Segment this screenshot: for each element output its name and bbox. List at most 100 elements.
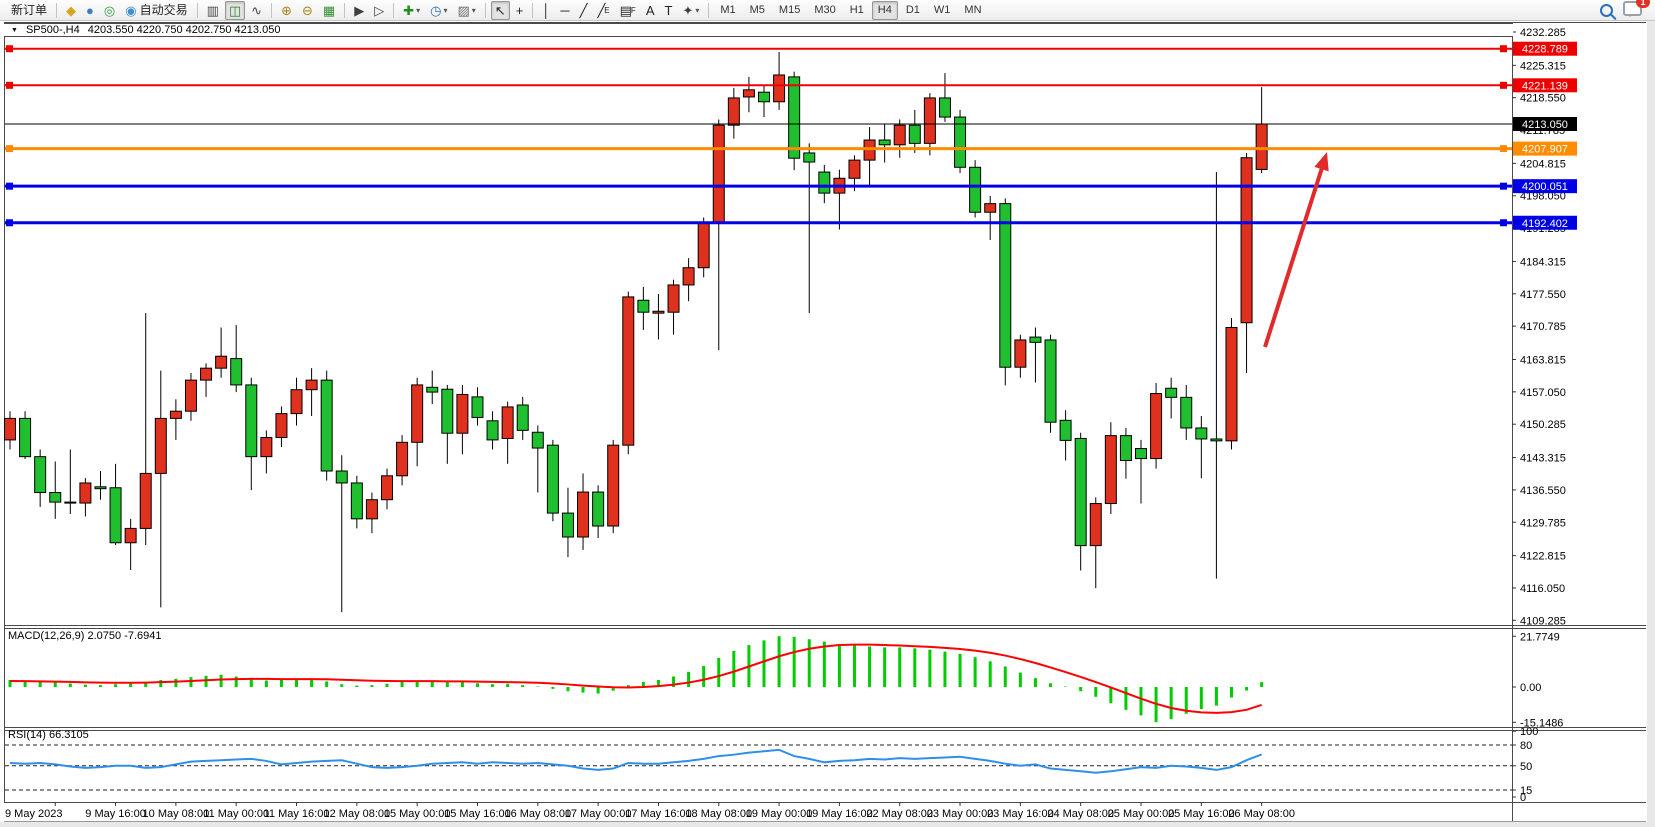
candle-body bbox=[1029, 336, 1042, 343]
auto-scroll-icon[interactable]: ▶ bbox=[350, 1, 368, 20]
horizontal-line-icon[interactable]: ─ bbox=[556, 1, 573, 20]
window-bottom-edge bbox=[0, 822, 1655, 827]
candlestick-icon: ◫ bbox=[228, 2, 242, 18]
history-center-icon[interactable]: ◆ bbox=[62, 1, 80, 20]
toolbar-separator bbox=[484, 2, 486, 18]
candle-body bbox=[637, 299, 650, 313]
period-button[interactable]: ◷ ▾ bbox=[426, 1, 451, 20]
signals-icon[interactable]: ◎ bbox=[100, 1, 119, 20]
new-order-button[interactable]: 新订单 bbox=[4, 1, 51, 20]
chart-symbol-period: SP500-,H4 bbox=[25, 24, 80, 36]
timeframe-m1-button[interactable]: M1 bbox=[720, 3, 736, 16]
timeframe-h1-button[interactable]: H1 bbox=[849, 3, 864, 16]
hline-right-handle[interactable] bbox=[1500, 219, 1507, 227]
vertical-line-icon[interactable]: │ bbox=[538, 1, 554, 20]
candle-body bbox=[245, 384, 258, 458]
rsi-panel: 100 80 50 150 bbox=[5, 726, 1538, 804]
shapes-button[interactable]: ✦ ▾ bbox=[678, 1, 703, 20]
candle-body bbox=[954, 116, 967, 168]
add-indicator-button[interactable]: ✚ ▾ bbox=[399, 1, 424, 20]
macd-axis-label: 21.7749 bbox=[1520, 631, 1560, 643]
candle-body bbox=[682, 267, 695, 286]
bar-chart-icon[interactable]: ▥ bbox=[203, 1, 223, 20]
bar-chart-icon: ▥ bbox=[206, 2, 219, 18]
candle-body bbox=[169, 410, 182, 419]
time-tick-label: 11 May 16:00 bbox=[264, 808, 330, 820]
hline-left-handle[interactable] bbox=[6, 81, 13, 89]
label-icon[interactable]: T bbox=[660, 1, 676, 20]
chart-shift-icon[interactable]: ▷ bbox=[370, 1, 388, 20]
candle-body bbox=[350, 482, 363, 520]
channel-icon[interactable]: ╱ E bbox=[597, 2, 610, 18]
timeframe-m5-button[interactable]: M5 bbox=[749, 3, 765, 16]
hline-right-handle[interactable] bbox=[1500, 182, 1507, 190]
price-badge-label: 4213.050 bbox=[1522, 119, 1568, 131]
template-button[interactable]: ▨ ▾ bbox=[453, 1, 479, 20]
macd-axis-label: -15.1486 bbox=[1520, 717, 1563, 729]
price-badge-label: 4228.789 bbox=[1522, 44, 1568, 56]
timeframe-d1-button[interactable]: D1 bbox=[905, 3, 920, 16]
candle-body bbox=[788, 76, 801, 159]
candle-body bbox=[441, 388, 454, 434]
price-tick-label: 4198.050 bbox=[1520, 191, 1566, 203]
timeframe-m15-button[interactable]: M15 bbox=[778, 3, 801, 16]
hline-left-handle[interactable] bbox=[6, 219, 13, 227]
rsi-axis-label: 50 bbox=[1520, 761, 1532, 773]
candle-body bbox=[1044, 339, 1057, 423]
hline-right-handle[interactable] bbox=[1500, 81, 1507, 89]
hline-left-handle[interactable] bbox=[6, 45, 13, 53]
time-tick-label: 18 May 08:00 bbox=[685, 808, 752, 820]
candle-body bbox=[969, 166, 982, 213]
price-badge bbox=[1513, 179, 1577, 194]
autotrading-button[interactable]: ◉ 自动交易 bbox=[121, 1, 191, 20]
price-tick-label: 4232.285 bbox=[1520, 27, 1566, 39]
text-icon[interactable]: A bbox=[642, 1, 659, 20]
candle-body bbox=[923, 97, 936, 144]
toolbar-right-group: 1 bbox=[1600, 0, 1650, 19]
hline-right-handle[interactable] bbox=[1500, 145, 1507, 153]
zoom-in-icon: ⊕ bbox=[281, 2, 292, 18]
community-icon[interactable]: ● bbox=[82, 1, 98, 20]
candle-body bbox=[938, 97, 951, 118]
dropdown-caret-icon: ▾ bbox=[443, 5, 448, 15]
candle-body bbox=[94, 486, 107, 490]
timeframe-m30-button[interactable]: M30 bbox=[814, 3, 836, 16]
search-icon[interactable] bbox=[1600, 3, 1613, 17]
price-tick-label: 4177.550 bbox=[1520, 289, 1566, 301]
timeframe-mn-button[interactable]: MN bbox=[964, 3, 982, 16]
price-tick-label: 4150.285 bbox=[1520, 419, 1566, 431]
candle-body bbox=[109, 487, 122, 544]
candle-body bbox=[79, 482, 92, 504]
tile-windows-icon[interactable]: ▦ bbox=[319, 1, 339, 20]
candlestick-icon[interactable]: ◫ bbox=[224, 0, 246, 20]
time-tick-label: 9 May 2023 bbox=[5, 808, 62, 820]
price-tick-label: 4129.785 bbox=[1520, 517, 1566, 529]
rsi-axis-label: 0 bbox=[1520, 792, 1526, 804]
chart-plot-area[interactable] bbox=[5, 39, 1512, 625]
zoom-in-icon[interactable]: ⊕ bbox=[277, 1, 296, 20]
timeframe-w1-button[interactable]: W1 bbox=[933, 3, 951, 16]
hline-left-handle[interactable] bbox=[6, 145, 13, 153]
trend-arrow[interactable] bbox=[1263, 152, 1329, 348]
line-chart-icon[interactable]: ∿ bbox=[247, 1, 266, 20]
candle-body bbox=[893, 124, 906, 146]
cursor-icon[interactable]: ↖ bbox=[490, 0, 510, 20]
candle-body bbox=[275, 413, 288, 439]
hline-right-handle[interactable] bbox=[1500, 45, 1507, 53]
price-badge-label: 4200.051 bbox=[1522, 181, 1568, 193]
chart-title-bar[interactable]: ▼ SP500-,H4 4203.550 4220.750 4202.750 4… bbox=[4, 23, 1513, 37]
dropdown-caret-icon: ▾ bbox=[416, 5, 421, 15]
candle-body bbox=[501, 406, 514, 439]
zoom-out-icon[interactable]: ⊖ bbox=[298, 1, 317, 20]
timeframe-h4-button[interactable]: H4 bbox=[871, 0, 898, 20]
chat-button[interactable]: 1 bbox=[1623, 0, 1650, 19]
candle-body bbox=[154, 417, 167, 474]
trend-arrow-head bbox=[1314, 152, 1329, 172]
crosshair-icon[interactable]: + bbox=[512, 1, 528, 20]
hline-left-handle[interactable] bbox=[6, 182, 13, 190]
time-tick-label: 15 May 00:00 bbox=[384, 808, 451, 820]
trendline-icon[interactable]: ╱ bbox=[576, 1, 592, 20]
fibonacci-icon[interactable]: ▤ F bbox=[619, 2, 636, 18]
price-tick-label: 4143.315 bbox=[1520, 453, 1566, 465]
